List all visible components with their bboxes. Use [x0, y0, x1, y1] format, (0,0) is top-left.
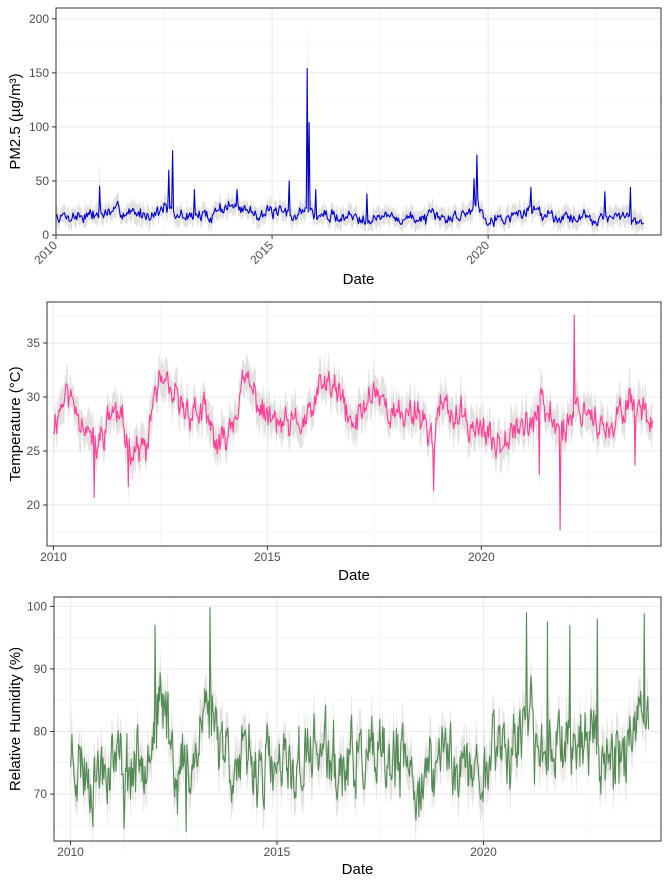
humidity-chart: 70 80 90 100 2010 2015 2020 Date Relative Humidi…: [7, 594, 662, 878]
x-tick-label: 2020: [470, 845, 497, 859]
y-tick-label: 100: [29, 120, 49, 134]
y-axis-title: Temperature (°C): [7, 366, 24, 481]
y-tick-label: 50: [36, 174, 50, 188]
y-tick-label: 90: [34, 662, 48, 676]
y-tick-label: 30: [27, 390, 41, 404]
x-tick-label: 2020: [468, 550, 495, 564]
y-tick-label: 35: [27, 336, 41, 350]
y-tick-label: 100: [27, 599, 47, 613]
y-tick-label: 150: [29, 66, 49, 80]
x-axis-title: Date: [343, 271, 375, 288]
x-tick-label: 2020: [463, 238, 492, 267]
x-axis-title: Date: [338, 567, 370, 584]
panel-border: [55, 7, 662, 236]
x-tick-label: 2015: [264, 845, 291, 859]
x-tick-label: 2015: [254, 550, 281, 564]
x-tick-label: 2010: [40, 550, 67, 564]
y-tick-label: 200: [29, 12, 49, 26]
panel-background: [56, 8, 661, 235]
y-tick-label: 80: [34, 725, 48, 739]
temperature-series-line: [52, 314, 653, 531]
y-tick-label: 0: [42, 228, 49, 242]
humidity-range-band: [70, 594, 649, 856]
x-tick-label: 2010: [31, 238, 60, 267]
y-axis-title: PM2.5 (µg/m³): [7, 73, 24, 169]
y-tick-label: 25: [27, 444, 41, 458]
y-tick-label: 70: [34, 787, 48, 801]
x-axis-title: Date: [342, 861, 374, 878]
y-tick-label: 20: [27, 498, 41, 512]
x-tick-label: 2010: [57, 845, 84, 859]
humidity-series-line: [69, 607, 650, 833]
pm25-series-line: [55, 67, 645, 228]
panel-border: [46, 301, 662, 547]
panel-border: [53, 596, 662, 842]
temperature-chart: 20 25 30 35 2010 2015 2020 Date Temperature (°C): [7, 301, 662, 584]
pm25-chart: 0 50 100 150 200 2010 2015 2020 Date PM2.5 (µg/m³…: [7, 7, 662, 288]
x-tick-label: 2015: [247, 238, 276, 267]
y-axis-title: Relative Humidity (%): [7, 647, 24, 791]
